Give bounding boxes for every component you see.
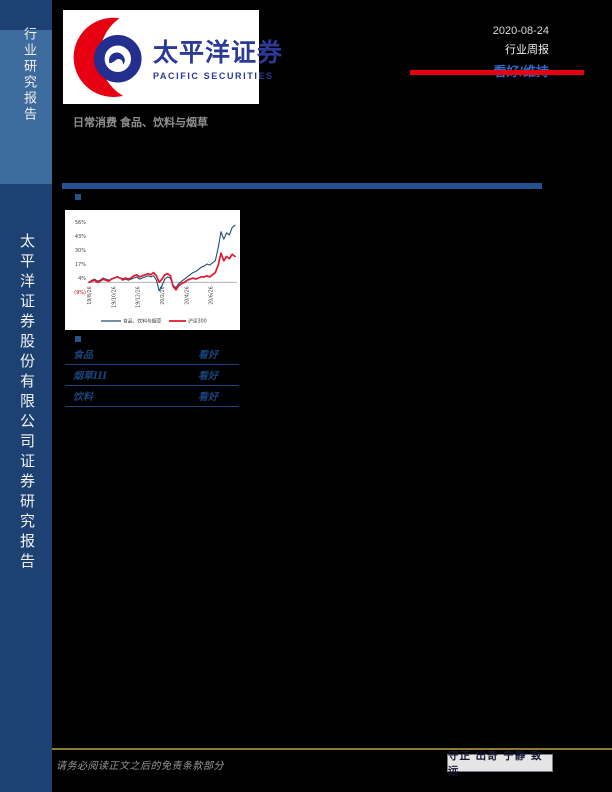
sub-industry-rating: 看好 (198, 371, 218, 382)
sidebar-company-label: 太平洋证券股份有限公司证券研究报告 (18, 233, 36, 573)
svg-text:(9%): (9%) (74, 290, 86, 296)
blue-divider-bar (62, 183, 542, 189)
disclaimer-text: 请务必阅读正文之后的免责条款部分 (56, 761, 224, 772)
svg-text:20/6/26: 20/6/26 (209, 286, 215, 305)
company-motto: 守正 出奇 宁静 致远 (447, 750, 553, 777)
svg-text:20/4/26: 20/4/26 (184, 286, 190, 305)
svg-text:19/10/26: 19/10/26 (111, 286, 117, 308)
company-logo: 太平洋证券 PACIFIC SECURITIES (63, 10, 282, 104)
pacific-securities-logo-icon (73, 17, 142, 97)
sub-industry-name: 饮料 (73, 392, 93, 403)
sub-industry-ratings-table: 食品 看好 烟草III 看好 饮料 看好 (65, 344, 239, 407)
industry-subtitle: 日常消费 食品、饮料与烟草 (73, 117, 209, 129)
section-bullet-icon (75, 336, 81, 342)
sub-industry-rating: 看好 (198, 350, 218, 361)
relative-performance-chart: 56% 43% 30% 17% 4% (9%) 19/8/26 19/10/26 19/12/2… (65, 210, 240, 330)
svg-text:56%: 56% (75, 220, 86, 226)
sidebar: 行业研究报告 太平洋证券股份有限公司证券研究报告 (0, 0, 52, 792)
logo-text: 太平洋证券 PACIFIC SECURITIES (153, 33, 283, 81)
report-date: 2020-08-24 (492, 25, 549, 37)
logo-chinese-name: 太平洋证券 (153, 38, 284, 67)
gold-divider-line (52, 748, 612, 750)
report-type: 行业周报 (505, 44, 549, 56)
red-accent-rule (410, 70, 584, 75)
svg-text:4%: 4% (78, 276, 86, 282)
svg-text:17%: 17% (75, 262, 86, 268)
svg-text:30%: 30% (75, 248, 86, 254)
sub-industry-name: 烟草III (73, 371, 108, 382)
sidebar-report-category-label: 行业研究报告 (21, 27, 36, 123)
logo-english-name: PACIFIC SECURITIES (153, 71, 274, 81)
rating-row: 饮料 看好 (65, 386, 239, 407)
sub-industry-name: 食品 (73, 350, 93, 361)
svg-text:19/8/26: 19/8/26 (87, 286, 93, 305)
svg-text:20/2/26: 20/2/26 (160, 286, 166, 305)
svg-text:沪深300: 沪深300 (188, 318, 207, 325)
performance-chart-svg: 56% 43% 30% 17% 4% (9%) 19/8/26 19/10/26 19/12/2… (74, 220, 237, 325)
svg-text:食品、饮料与烟草: 食品、饮料与烟草 (123, 318, 162, 325)
rating-row: 食品 看好 (65, 344, 239, 365)
section-bullet-icon (75, 194, 81, 200)
svg-text:43%: 43% (75, 234, 86, 240)
rating-row: 烟草III 看好 (65, 365, 239, 386)
sub-industry-rating: 看好 (198, 392, 218, 403)
sidebar-top-panel (0, 30, 52, 184)
svg-text:19/12/26: 19/12/26 (136, 286, 142, 308)
